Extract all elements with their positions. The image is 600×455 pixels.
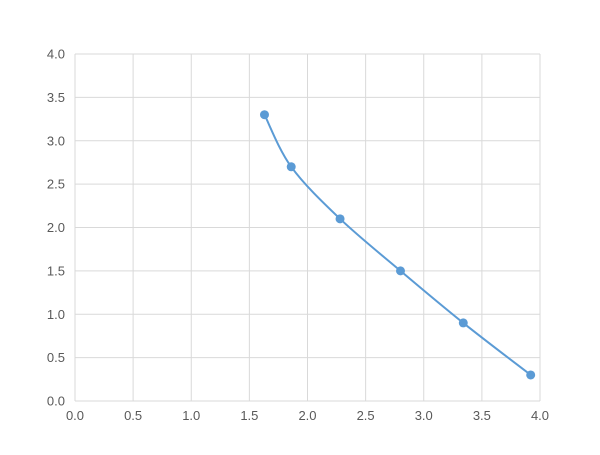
data-point [458, 318, 468, 328]
x-tick-label: 0.5 [124, 408, 142, 423]
y-tick-label: 2.0 [47, 220, 65, 235]
data-point [335, 214, 345, 224]
x-tick-label: 2.0 [298, 408, 316, 423]
series [259, 110, 536, 380]
x-tick-label: 3.5 [473, 408, 491, 423]
y-tick-label: 1.0 [47, 307, 65, 322]
x-tick-label: 2.5 [357, 408, 375, 423]
grid [74, 53, 541, 402]
data-point [259, 110, 269, 120]
x-tick-label: 0.0 [66, 408, 84, 423]
data-point [526, 370, 536, 380]
x-tick-label: 4.0 [531, 408, 549, 423]
series-line [263, 114, 532, 376]
y-tick-label: 1.5 [47, 263, 65, 278]
data-point [286, 162, 296, 172]
y-tick-label: 2.5 [47, 177, 65, 192]
x-tick-label: 3.0 [415, 408, 433, 423]
x-axis-ticks: 0.0 0.5 1.0 1.5 2.0 2.5 3.0 3.5 4.0 [66, 408, 549, 423]
data-point [396, 266, 405, 276]
y-tick-label: 3.0 [47, 133, 65, 148]
x-tick-label: 1.5 [240, 408, 258, 423]
y-tick-label: 3.5 [47, 90, 65, 105]
y-axis-ticks: 0.0 0.5 1.0 1.5 2.0 2.5 3.0 3.5 4.0 [47, 47, 65, 409]
x-tick-label: 1.0 [182, 408, 200, 423]
y-tick-label: 4.0 [47, 47, 65, 62]
y-tick-label: 0.0 [47, 394, 65, 409]
y-tick-label: 0.5 [47, 350, 65, 365]
